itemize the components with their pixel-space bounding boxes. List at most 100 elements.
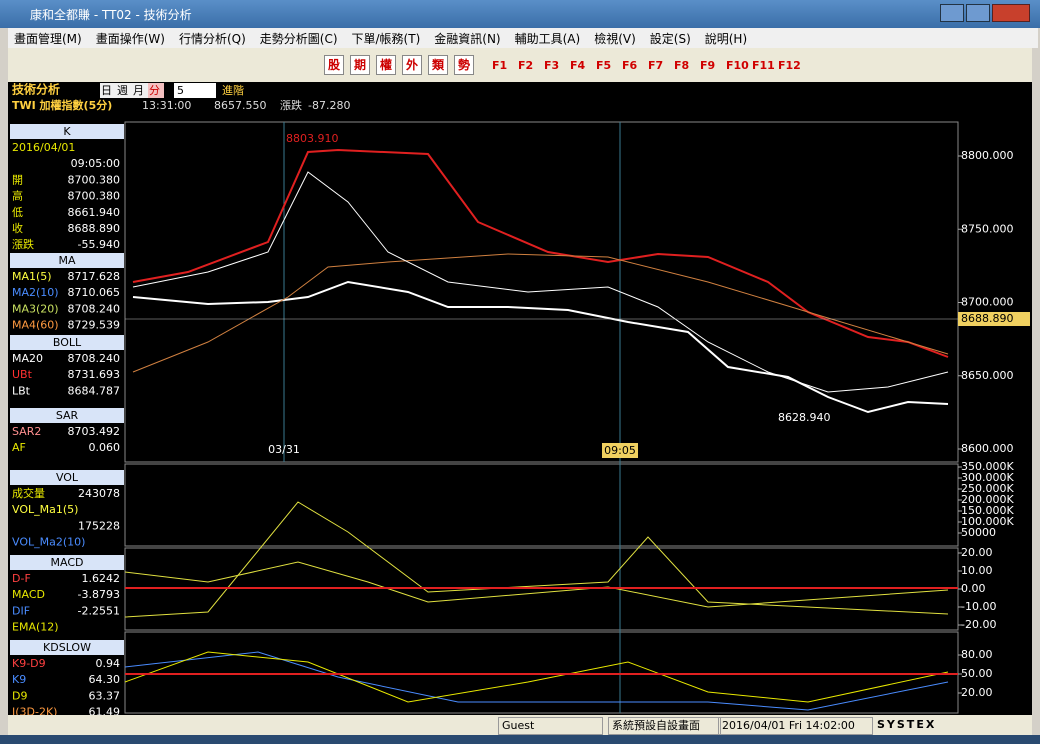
- function-key[interactable]: F9: [700, 58, 716, 72]
- panel-header: [10, 253, 124, 268]
- row-label: MA1(5): [12, 270, 52, 283]
- row-value: -2.2551: [78, 604, 120, 617]
- market-button[interactable]: 外: [402, 55, 422, 75]
- menu-item[interactable]: 畫面操作(W): [95, 31, 165, 46]
- row-label: MA2(10): [12, 286, 59, 299]
- axis-label: -10.00: [961, 600, 996, 613]
- row-value: 8688.890: [68, 222, 121, 235]
- period-tab: [116, 83, 132, 98]
- axis-label: 50.00: [961, 667, 993, 680]
- row-label: D-F: [12, 572, 31, 585]
- period-tab: [132, 83, 148, 98]
- panel-title: BOLL: [53, 336, 82, 349]
- menu-item[interactable]: 金融資訊(N): [434, 31, 501, 46]
- period-tab: [100, 83, 116, 98]
- row-value: 8717.628: [68, 270, 121, 283]
- row-label: 低: [12, 206, 23, 219]
- status-user: Guest: [498, 717, 603, 735]
- maximize[interactable]: [966, 4, 991, 22]
- close[interactable]: [992, 4, 1030, 22]
- menu-item[interactable]: 輔助工具(A): [514, 31, 581, 46]
- function-key[interactable]: F4: [570, 58, 586, 72]
- quote-change: -87.280: [308, 99, 350, 112]
- advanced: 進階: [222, 83, 244, 97]
- row-label: UBt: [12, 368, 33, 381]
- axis-label: 250.000K: [961, 482, 1014, 495]
- chart-area: 技術分析 日週月分 5 進階 TWI 加權指數(5分) 13:31:00 8657.550 漲…: [8, 82, 1032, 715]
- x-label: 03/31: [268, 443, 300, 456]
- period-tab: [148, 83, 164, 98]
- axis-label: 100.000K: [961, 515, 1014, 528]
- menu-item[interactable]: 走勢分析圖(C): [259, 31, 338, 46]
- change-label: 漲跌: [280, 98, 302, 112]
- function-key[interactable]: F1: [492, 58, 508, 72]
- function-key[interactable]: F11: [752, 58, 775, 72]
- row-label: MACD: [12, 588, 45, 601]
- row-label: K9-D9: [12, 657, 46, 670]
- menu-item[interactable]: 說明(H): [704, 31, 748, 46]
- row-label: EMA(12): [12, 621, 59, 634]
- function-key[interactable]: F10: [726, 58, 749, 72]
- row-label: MA3(20): [12, 302, 59, 315]
- market-button[interactable]: 期: [350, 55, 370, 75]
- menu-item[interactable]: 設定(S): [649, 31, 691, 46]
- row-label: LBt: [12, 384, 31, 397]
- period-label: 分: [149, 84, 160, 97]
- row-value: -3.8793: [78, 588, 120, 601]
- axis-label: 200.000K: [961, 493, 1014, 506]
- minimize[interactable]: [940, 4, 965, 22]
- menu-item[interactable]: 下單/帳務(T): [351, 31, 421, 46]
- row-value: 8703.492: [68, 425, 121, 438]
- axis-label: -20.00: [961, 618, 996, 631]
- axis-label: 8600.000: [961, 442, 1014, 455]
- market-button[interactable]: 股: [324, 55, 344, 75]
- function-key[interactable]: F6: [622, 58, 638, 72]
- axis-label: 20.00: [961, 686, 993, 699]
- function-key[interactable]: F2: [518, 58, 534, 72]
- interval: 5: [177, 84, 184, 97]
- row-value: 8708.240: [68, 352, 121, 365]
- panel-header: [10, 640, 124, 655]
- axis-label: 8800.000: [961, 149, 1014, 162]
- status-datetime: 2016/04/01 Fri 14:02:00: [718, 717, 873, 735]
- row-value: 0.060: [89, 441, 121, 454]
- function-key[interactable]: F3: [544, 58, 560, 72]
- row-value: 8684.787: [68, 384, 121, 397]
- axis-label: 8700.000: [961, 296, 1014, 309]
- row-value: 8710.065: [68, 286, 121, 299]
- row-value: 61.49: [89, 706, 121, 715]
- quote-time: 13:31:00: [142, 99, 191, 112]
- axis-label: 10.00: [961, 564, 993, 577]
- menu-item[interactable]: 畫面管理(M): [14, 31, 82, 46]
- market-button[interactable]: 勢: [454, 55, 474, 75]
- axis-label: 8650.000: [961, 369, 1014, 382]
- function-key[interactable]: F8: [674, 58, 690, 72]
- function-key[interactable]: F7: [648, 58, 664, 72]
- row-label: MA4(60): [12, 319, 59, 332]
- row-value: 1.6242: [82, 572, 121, 585]
- function-key[interactable]: F5: [596, 58, 612, 72]
- window-title: 康和全都賺 - TT02 - 技術分析: [30, 8, 192, 22]
- function-key[interactable]: F12: [778, 58, 801, 72]
- market-button[interactable]: 權: [376, 55, 396, 75]
- panel-title: VOL: [56, 471, 79, 484]
- menu-item[interactable]: 檢視(V): [594, 31, 636, 46]
- row-value: 8700.380: [68, 190, 121, 203]
- row-label: DIF: [12, 604, 30, 617]
- row-value: 175228: [78, 519, 120, 532]
- period-label: 日: [101, 84, 112, 97]
- interval-box: [174, 83, 216, 98]
- axis-label: 80.00: [961, 648, 993, 661]
- low-annotation: 8628.940: [778, 411, 831, 424]
- menu-item[interactable]: 行情分析(Q): [178, 31, 246, 46]
- axis-label: 20.00: [961, 546, 993, 559]
- market-button[interactable]: 類: [428, 55, 448, 75]
- row-label: VOL_Ma1(5): [12, 503, 78, 516]
- quote-price: 8657.550: [214, 99, 267, 112]
- row-value: 8731.693: [68, 368, 121, 381]
- panel-title: SAR: [56, 409, 79, 422]
- row-label: 高: [12, 189, 23, 203]
- panel-title: K: [63, 125, 71, 138]
- title-bar: 康和全都賺 - TT02 - 技術分析: [0, 0, 1040, 28]
- frames: [124, 121, 959, 714]
